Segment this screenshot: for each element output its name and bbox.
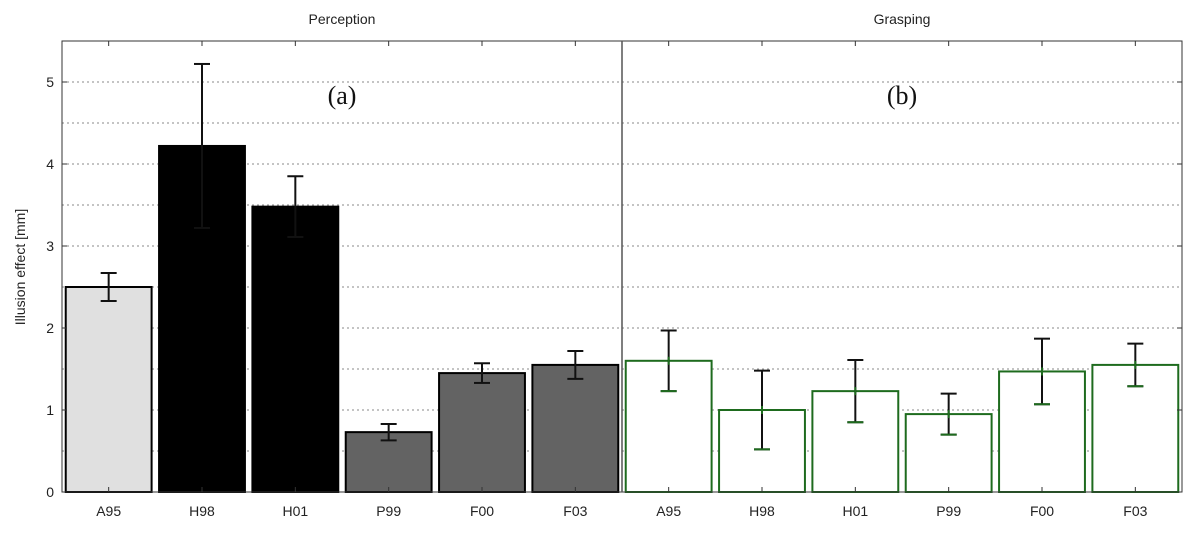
error-bar — [754, 369, 770, 451]
bar-perception-f03 — [531, 363, 620, 493]
panel-title: Grasping — [874, 11, 931, 27]
x-tick-label: F03 — [563, 503, 587, 519]
x-tick-label: H98 — [189, 503, 215, 519]
error-bar — [380, 422, 397, 442]
panel-annotation: (a) — [328, 81, 357, 110]
y-tick-label: 4 — [46, 156, 54, 172]
y-tick-label: 5 — [46, 74, 54, 90]
error-bar — [100, 272, 117, 302]
error-bar — [940, 392, 957, 436]
error-bar — [194, 62, 210, 229]
text-layer: Illusion effect [mm] 0 1 2 3 4 5 Perception (a)… — [12, 11, 1148, 519]
x-tick-label: P99 — [376, 503, 401, 519]
bars-layer — [64, 144, 1180, 494]
x-tick-label: H01 — [282, 503, 308, 519]
x-tick-label: A95 — [96, 503, 121, 519]
bar-perception-a95 — [64, 286, 153, 493]
y-tick-label: 3 — [46, 238, 54, 254]
error-bars-layer — [100, 62, 1144, 451]
bar-perception-h01 — [251, 205, 340, 493]
x-tick-label: A95 — [656, 503, 681, 519]
frame-layer — [61, 40, 1183, 493]
bar-perception-f00 — [438, 372, 526, 494]
panel-annotation: (b) — [887, 81, 917, 110]
error-bar — [474, 362, 490, 384]
y-tick-label: 1 — [46, 402, 54, 418]
panel-title: Perception — [309, 11, 376, 27]
bar-perception-p99 — [344, 431, 433, 494]
y-tick-label: 2 — [46, 320, 54, 336]
error-bar — [567, 349, 584, 380]
error-bar — [660, 329, 677, 393]
error-bar — [1127, 342, 1144, 388]
y-axis-label: Illusion effect [mm] — [12, 209, 28, 325]
error-bar — [287, 175, 304, 238]
x-tick-label: F00 — [1030, 503, 1054, 519]
x-tick-label: F03 — [1123, 503, 1147, 519]
x-tick-label: P99 — [936, 503, 961, 519]
x-tick-label: F00 — [470, 503, 494, 519]
error-bar — [847, 358, 864, 424]
x-tick-label: H98 — [749, 503, 775, 519]
x-tick-label: H01 — [842, 503, 868, 519]
y-tick-label: 0 — [46, 484, 54, 500]
error-bar — [1034, 337, 1050, 406]
